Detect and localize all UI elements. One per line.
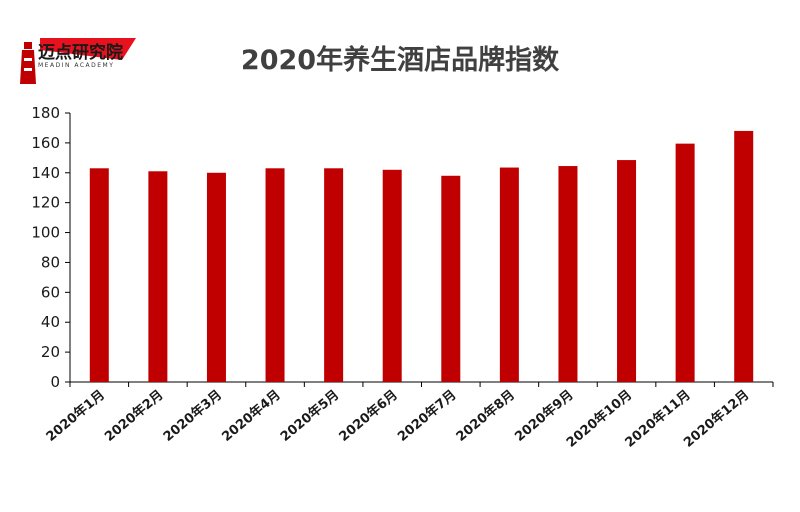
x-tick-label: 2020年2月	[102, 387, 167, 445]
x-tick-label: 2020年1月	[43, 387, 108, 445]
logo-name: 迈点研究院	[38, 43, 123, 63]
bar	[148, 171, 168, 382]
chart-title: 2020年养生酒店品牌指数	[240, 45, 560, 76]
bar	[206, 172, 226, 382]
y-tick-label: 80	[41, 253, 60, 271]
x-tick-label: 2020年4月	[219, 387, 284, 445]
bar	[324, 168, 344, 382]
y-tick-label: 20	[41, 343, 60, 361]
y-tick-label: 40	[41, 313, 60, 331]
chart-bars	[89, 130, 754, 382]
lighthouse-icon	[20, 38, 136, 84]
logo-subtitle: MEADIN ACADEMY	[38, 62, 115, 69]
bar	[617, 160, 637, 382]
bar	[734, 130, 754, 382]
bar	[558, 166, 578, 382]
x-tick-label: 2020年8月	[453, 387, 518, 445]
x-tick-label: 2020年6月	[336, 387, 401, 445]
y-tick-label: 120	[31, 194, 60, 212]
bar	[382, 169, 402, 382]
bar	[499, 167, 519, 382]
y-tick-label: 160	[31, 134, 60, 152]
y-tick-label: 180	[31, 104, 60, 122]
x-tick-label: 2020年3月	[160, 387, 225, 445]
x-tick-label: 2020年7月	[395, 387, 460, 445]
bar	[89, 168, 109, 382]
bar	[675, 143, 695, 382]
y-tick-label: 0	[50, 373, 60, 391]
y-tick-label: 60	[41, 283, 60, 301]
y-tick-label: 140	[31, 164, 60, 182]
brand-logo: 迈点研究院 MEADIN ACADEMY	[10, 32, 140, 96]
bar	[441, 175, 461, 382]
chart-axes	[65, 112, 774, 387]
bar	[265, 168, 285, 382]
y-tick-label: 100	[31, 224, 60, 242]
x-tick-label: 2020年5月	[277, 387, 342, 445]
